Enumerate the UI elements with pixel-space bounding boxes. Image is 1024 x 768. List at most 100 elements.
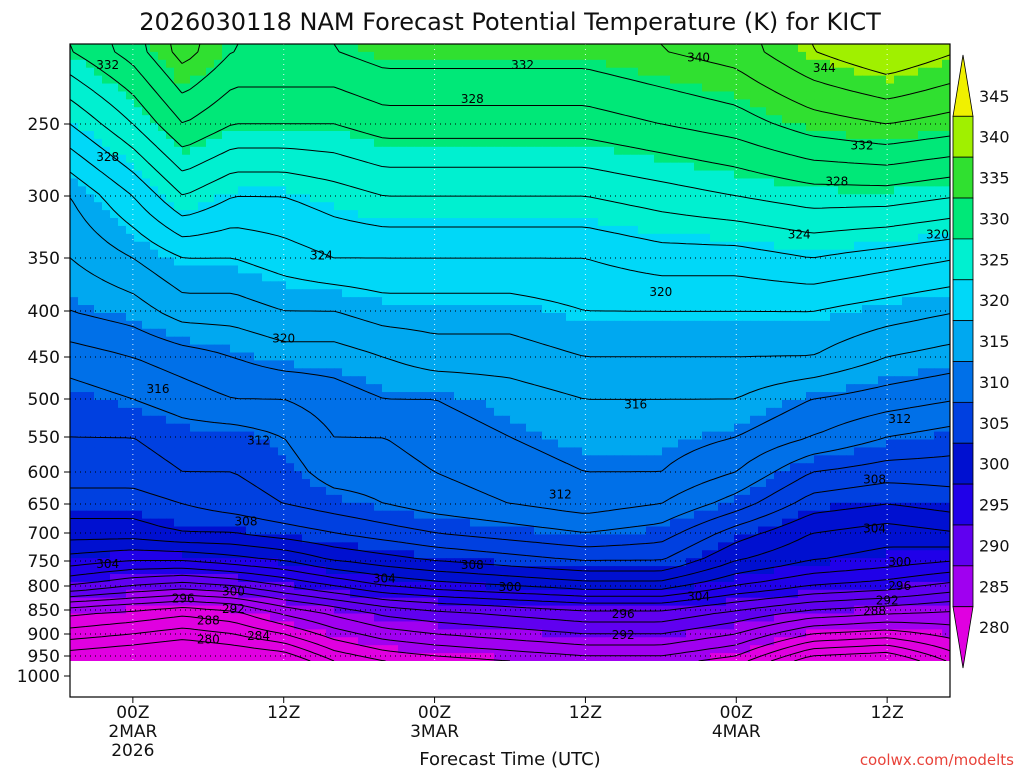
theta-cell — [678, 186, 687, 195]
theta-cell — [406, 99, 415, 108]
theta-cell — [198, 320, 207, 330]
theta-cell — [406, 249, 415, 259]
theta-cell — [838, 265, 847, 274]
theta-cell — [630, 146, 639, 156]
theta-cell — [862, 233, 871, 243]
theta-cell — [694, 312, 703, 322]
theta-cell — [246, 233, 255, 243]
theta-cell — [758, 44, 767, 53]
theta-cell — [510, 91, 519, 100]
theta-cell — [414, 186, 423, 195]
theta-cell — [422, 154, 431, 164]
theta-cell — [590, 289, 599, 298]
theta-cell — [502, 352, 511, 362]
theta-cell — [734, 360, 743, 369]
theta-cell — [198, 170, 207, 180]
theta-cell — [294, 273, 303, 282]
theta-cell — [70, 384, 79, 393]
theta-cell — [270, 131, 279, 140]
theta-cell — [598, 320, 607, 330]
theta-cell — [622, 194, 631, 203]
theta-cell — [318, 75, 327, 85]
theta-cell — [350, 281, 359, 290]
theta-cell — [366, 281, 375, 290]
theta-cell — [414, 138, 423, 148]
theta-cell — [438, 376, 447, 385]
theta-cell — [414, 146, 423, 156]
theta-cell — [486, 99, 495, 108]
theta-cell — [598, 392, 607, 401]
theta-cell — [518, 281, 527, 290]
theta-cell — [614, 218, 623, 227]
theta-cell — [278, 59, 287, 69]
theta-cell — [534, 257, 543, 267]
theta-cell — [382, 257, 391, 267]
theta-cell — [590, 146, 599, 156]
theta-cell — [662, 249, 671, 259]
theta-cell — [278, 241, 287, 251]
theta-cell — [670, 194, 679, 203]
theta-cell — [934, 281, 943, 290]
theta-cell — [862, 162, 871, 172]
theta-cell — [542, 360, 551, 369]
theta-cell — [126, 328, 135, 338]
theta-cell — [630, 249, 639, 259]
theta-cell — [710, 336, 719, 346]
theta-cell — [174, 194, 183, 203]
theta-cell — [382, 218, 391, 227]
theta-cell — [862, 368, 871, 377]
theta-cell — [422, 305, 431, 314]
theta-cell — [638, 257, 647, 267]
theta-cell — [550, 328, 559, 338]
theta-cell — [838, 328, 847, 338]
theta-cell — [318, 320, 327, 330]
theta-cell — [830, 44, 839, 53]
theta-cell — [302, 99, 311, 108]
theta-cell — [750, 170, 759, 180]
theta-cell — [854, 218, 863, 227]
theta-cell — [854, 44, 863, 53]
theta-cell — [910, 368, 919, 377]
theta-cell — [598, 281, 607, 290]
theta-cell — [102, 344, 111, 354]
theta-cell — [670, 107, 679, 116]
theta-cell — [534, 51, 543, 61]
theta-cell — [182, 75, 191, 85]
theta-cell — [70, 202, 79, 211]
theta-cell — [270, 67, 279, 77]
theta-cell — [230, 344, 239, 354]
theta-cell — [366, 376, 375, 385]
theta-cell — [710, 123, 719, 132]
theta-cell — [158, 297, 167, 306]
theta-cell — [894, 368, 903, 377]
theta-cell — [606, 344, 615, 354]
theta-cell — [174, 352, 183, 362]
theta-cell — [118, 392, 127, 401]
theta-cell — [662, 344, 671, 354]
theta-cell — [766, 91, 775, 100]
theta-cell — [398, 178, 407, 187]
theta-cell — [782, 265, 791, 274]
plot-area: 3323283323283403443323283243243203203203… — [70, 44, 950, 661]
theta-cell — [278, 328, 287, 338]
theta-cell — [478, 123, 487, 132]
theta-cell — [94, 336, 103, 346]
theta-cell — [806, 83, 815, 93]
theta-cell — [606, 162, 615, 172]
theta-cell — [214, 162, 223, 172]
theta-cell — [550, 233, 559, 243]
theta-cell — [382, 154, 391, 164]
theta-cell — [526, 241, 535, 251]
theta-cell — [550, 344, 559, 354]
theta-cell — [294, 305, 303, 314]
theta-cell — [158, 194, 167, 203]
theta-cell — [422, 249, 431, 259]
theta-cell — [70, 305, 79, 314]
theta-cell — [166, 392, 175, 401]
theta-cell — [814, 305, 823, 314]
theta-cell — [534, 115, 543, 124]
theta-cell — [622, 59, 631, 69]
theta-cell — [326, 138, 335, 148]
theta-cell — [798, 281, 807, 290]
theta-cell — [318, 51, 327, 61]
